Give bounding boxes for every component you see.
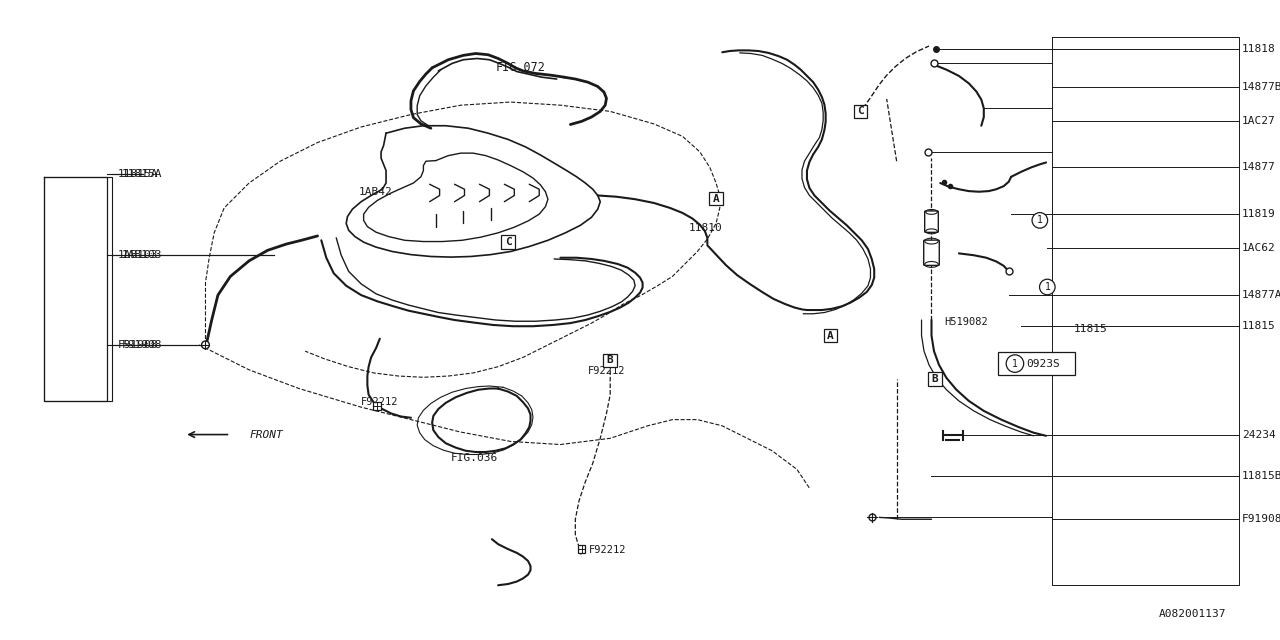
Text: FIG.036: FIG.036 <box>451 453 498 463</box>
FancyBboxPatch shape <box>924 240 940 266</box>
Text: 1: 1 <box>1037 216 1043 225</box>
Text: 11815A: 11815A <box>122 169 163 179</box>
Bar <box>374 402 381 410</box>
Text: F92212: F92212 <box>589 545 626 556</box>
Bar <box>824 329 837 342</box>
Bar <box>709 192 723 205</box>
Text: 14877A: 14877A <box>1242 290 1280 300</box>
Circle shape <box>1039 279 1055 295</box>
Bar <box>607 356 614 364</box>
Text: FIG.072: FIG.072 <box>495 61 545 74</box>
Text: B: B <box>607 355 613 365</box>
Text: 11815B: 11815B <box>1242 470 1280 481</box>
Text: 1: 1 <box>1012 358 1018 369</box>
Text: F91908: F91908 <box>118 340 157 350</box>
Text: F91908: F91908 <box>1242 515 1280 524</box>
Bar <box>502 236 515 249</box>
Text: 11815: 11815 <box>1074 324 1107 334</box>
Bar <box>928 372 942 386</box>
Text: F91908: F91908 <box>122 340 163 350</box>
Bar <box>854 104 868 118</box>
Text: C: C <box>504 237 512 247</box>
Text: 11815: 11815 <box>1242 321 1276 332</box>
Text: 1AC62: 1AC62 <box>1242 243 1276 253</box>
Bar <box>603 354 617 367</box>
Text: 1AB103: 1AB103 <box>122 250 163 260</box>
Circle shape <box>1006 355 1024 372</box>
Text: 0923S: 0923S <box>1025 358 1060 369</box>
Text: 11818: 11818 <box>1242 44 1276 54</box>
Text: 11819: 11819 <box>1242 209 1276 219</box>
Text: 11815A: 11815A <box>118 169 157 179</box>
Text: 14877: 14877 <box>1242 163 1276 172</box>
Text: 24234: 24234 <box>1242 430 1276 440</box>
Bar <box>997 352 1075 375</box>
Text: F92212: F92212 <box>588 366 626 376</box>
Text: 1: 1 <box>1044 282 1051 292</box>
Text: A: A <box>713 193 719 204</box>
Circle shape <box>201 341 210 349</box>
Circle shape <box>1032 212 1047 228</box>
Text: 1AC27: 1AC27 <box>1242 116 1276 125</box>
Text: 1AB103: 1AB103 <box>118 250 157 260</box>
Text: 11810: 11810 <box>689 223 722 234</box>
Text: H519082: H519082 <box>943 317 988 327</box>
Text: 1AB42: 1AB42 <box>358 188 393 197</box>
Text: B: B <box>932 374 938 384</box>
Text: A082001137: A082001137 <box>1160 609 1226 619</box>
Bar <box>577 545 585 553</box>
Text: A: A <box>827 331 835 340</box>
Text: FRONT: FRONT <box>250 429 283 440</box>
Text: 14877B: 14877B <box>1242 81 1280 92</box>
Text: C: C <box>858 106 864 116</box>
FancyBboxPatch shape <box>924 211 938 232</box>
Text: F92212: F92212 <box>361 397 398 407</box>
